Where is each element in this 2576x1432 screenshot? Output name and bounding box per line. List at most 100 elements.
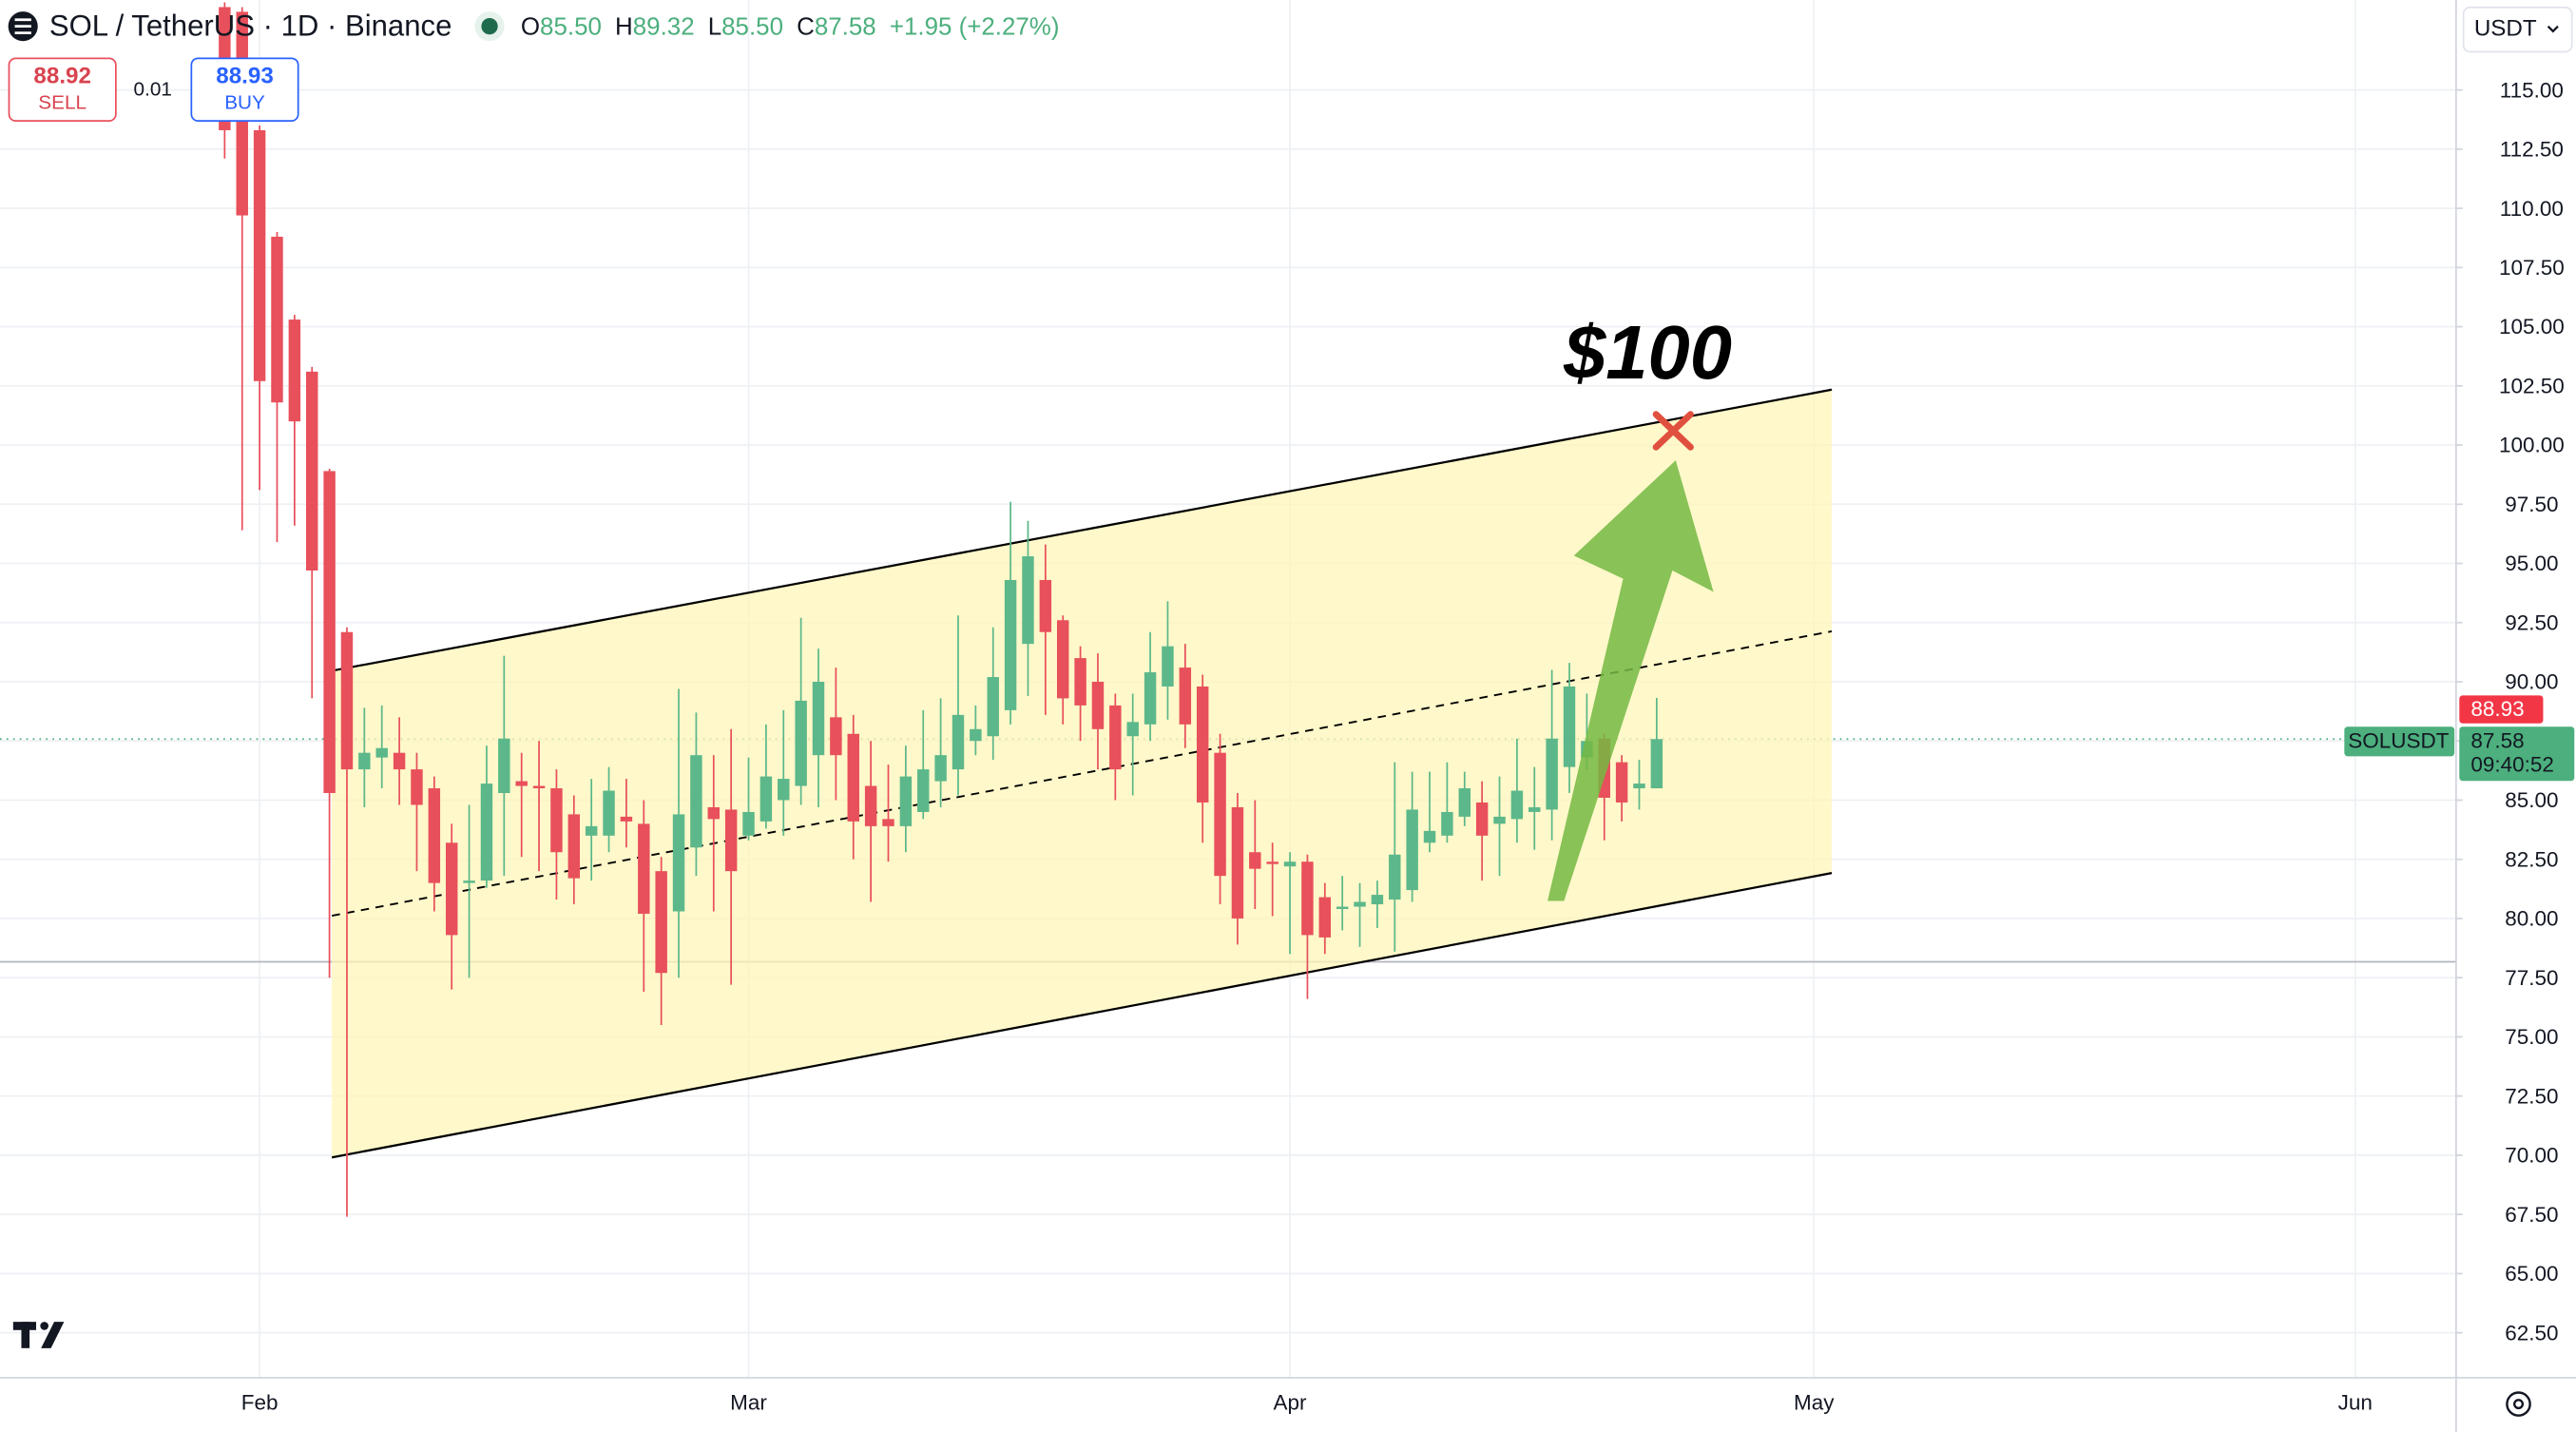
status-dot — [481, 18, 498, 35]
y-tick-label: 92.50 — [2505, 610, 2558, 634]
candle-body — [759, 776, 773, 822]
buy-button[interactable] — [190, 57, 299, 122]
candle-body — [1354, 901, 1366, 907]
candle-body — [1493, 816, 1506, 824]
candle-body — [585, 825, 598, 836]
candle-body — [952, 714, 965, 770]
candle-body — [1336, 906, 1349, 910]
candle-body — [1563, 686, 1576, 767]
candle-body — [795, 700, 807, 786]
x-tick-label: Apr — [1274, 1391, 1307, 1415]
channel-lower — [331, 872, 1833, 1159]
symbol-title[interactable]: SOL / TetherUS · 1D · Binance — [49, 10, 452, 43]
ohlc-value: 89.32 — [633, 13, 695, 40]
candle-body — [899, 776, 913, 826]
sell-button[interactable] — [8, 57, 117, 122]
candle-body — [934, 755, 947, 782]
candle-body — [1528, 806, 1541, 812]
candle-body — [480, 784, 493, 881]
candle-body — [1249, 852, 1261, 869]
y-tick-label: 90.00 — [2505, 670, 2558, 694]
chevron — [2547, 25, 2559, 33]
settings-icon-center — [2512, 1399, 2525, 1410]
y-tick-label: 77.50 — [2505, 966, 2558, 990]
logo — [12, 1322, 65, 1348]
candle-body — [1056, 620, 1069, 699]
sell-label: SELL — [38, 91, 87, 113]
candle-body — [1162, 646, 1174, 687]
candle-body — [1371, 895, 1384, 905]
candle-body — [1633, 784, 1645, 789]
candle-body — [864, 785, 877, 826]
change: +1.95 (+2.27%) — [890, 13, 1060, 40]
candle-body — [1231, 806, 1244, 919]
candle-body — [707, 806, 721, 820]
candle-body — [1074, 658, 1086, 706]
countdown: 09:40:52 — [2470, 753, 2553, 777]
candle-body — [620, 816, 633, 822]
candle-body — [271, 236, 283, 403]
candle-body — [1004, 579, 1017, 710]
candle-body — [498, 738, 510, 794]
candle-body — [603, 790, 615, 836]
y-tick-label: 95.00 — [2505, 552, 2558, 575]
y-tick-label: 85.00 — [2505, 788, 2558, 812]
candle-body — [830, 717, 842, 756]
candle-body — [1406, 809, 1418, 891]
y-tick-label: 110.00 — [2500, 197, 2564, 221]
candle-body — [1546, 738, 1558, 810]
target-mark — [1652, 411, 1694, 451]
candle-body — [375, 747, 388, 758]
ohlc-label: C — [797, 13, 815, 40]
quantity: 0.01 — [134, 79, 172, 101]
annotation: $100 — [1563, 310, 1732, 395]
candle-body — [445, 842, 458, 936]
candle-body — [812, 682, 825, 756]
candle-body — [1214, 752, 1226, 877]
candle-body — [917, 769, 930, 812]
y-tick-label: 115.00 — [2500, 78, 2564, 102]
candle-body — [532, 785, 546, 789]
y-tick-label: 82.50 — [2505, 847, 2558, 871]
y-tick-label: 97.50 — [2505, 493, 2558, 516]
currency-dropdown[interactable] — [2462, 6, 2573, 53]
candle-body — [1458, 788, 1471, 817]
ohlc-legend: O85.50 H89.32 L85.50 C87.58 +1.95 (+2.27… — [521, 13, 1060, 40]
symbol-icon-lines — [14, 18, 31, 34]
candle-body — [638, 823, 650, 914]
y-tick-label: 102.50 — [2499, 374, 2565, 397]
candle-body — [1475, 802, 1489, 836]
y-tick-label: 112.50 — [2500, 138, 2564, 162]
candle-body — [393, 752, 406, 770]
candle-body — [340, 631, 354, 770]
candle-body — [567, 814, 581, 879]
candle-body — [1179, 668, 1192, 725]
candle-body — [288, 319, 301, 422]
candle-body — [1196, 686, 1209, 803]
candle-body — [1318, 897, 1332, 938]
currency: USDT — [2474, 16, 2537, 42]
last-price: 87.58 — [2470, 729, 2524, 753]
sell-price: 88.92 — [33, 64, 91, 89]
x-tick-label: May — [1794, 1391, 1835, 1415]
candle-body — [672, 814, 685, 912]
settings-icon[interactable] — [2506, 1391, 2531, 1417]
candle-body — [1091, 682, 1105, 729]
candle-body — [987, 677, 999, 737]
candle-body — [882, 819, 894, 826]
channel-median — [331, 630, 1833, 918]
ohlc-label: L — [708, 13, 721, 40]
candle-body — [1126, 722, 1139, 737]
ohlc-label: H — [615, 13, 633, 40]
candle-body — [428, 788, 441, 883]
arrow — [1548, 460, 1714, 901]
candle-body — [1389, 854, 1401, 900]
channel-fill — [332, 389, 1833, 1158]
ask-price: 88.93 — [2470, 697, 2524, 721]
candle-body — [1039, 579, 1052, 632]
y-tick-label: 62.50 — [2505, 1321, 2558, 1345]
candle-body — [1283, 861, 1297, 867]
y-tick-label: 107.50 — [2499, 256, 2565, 280]
